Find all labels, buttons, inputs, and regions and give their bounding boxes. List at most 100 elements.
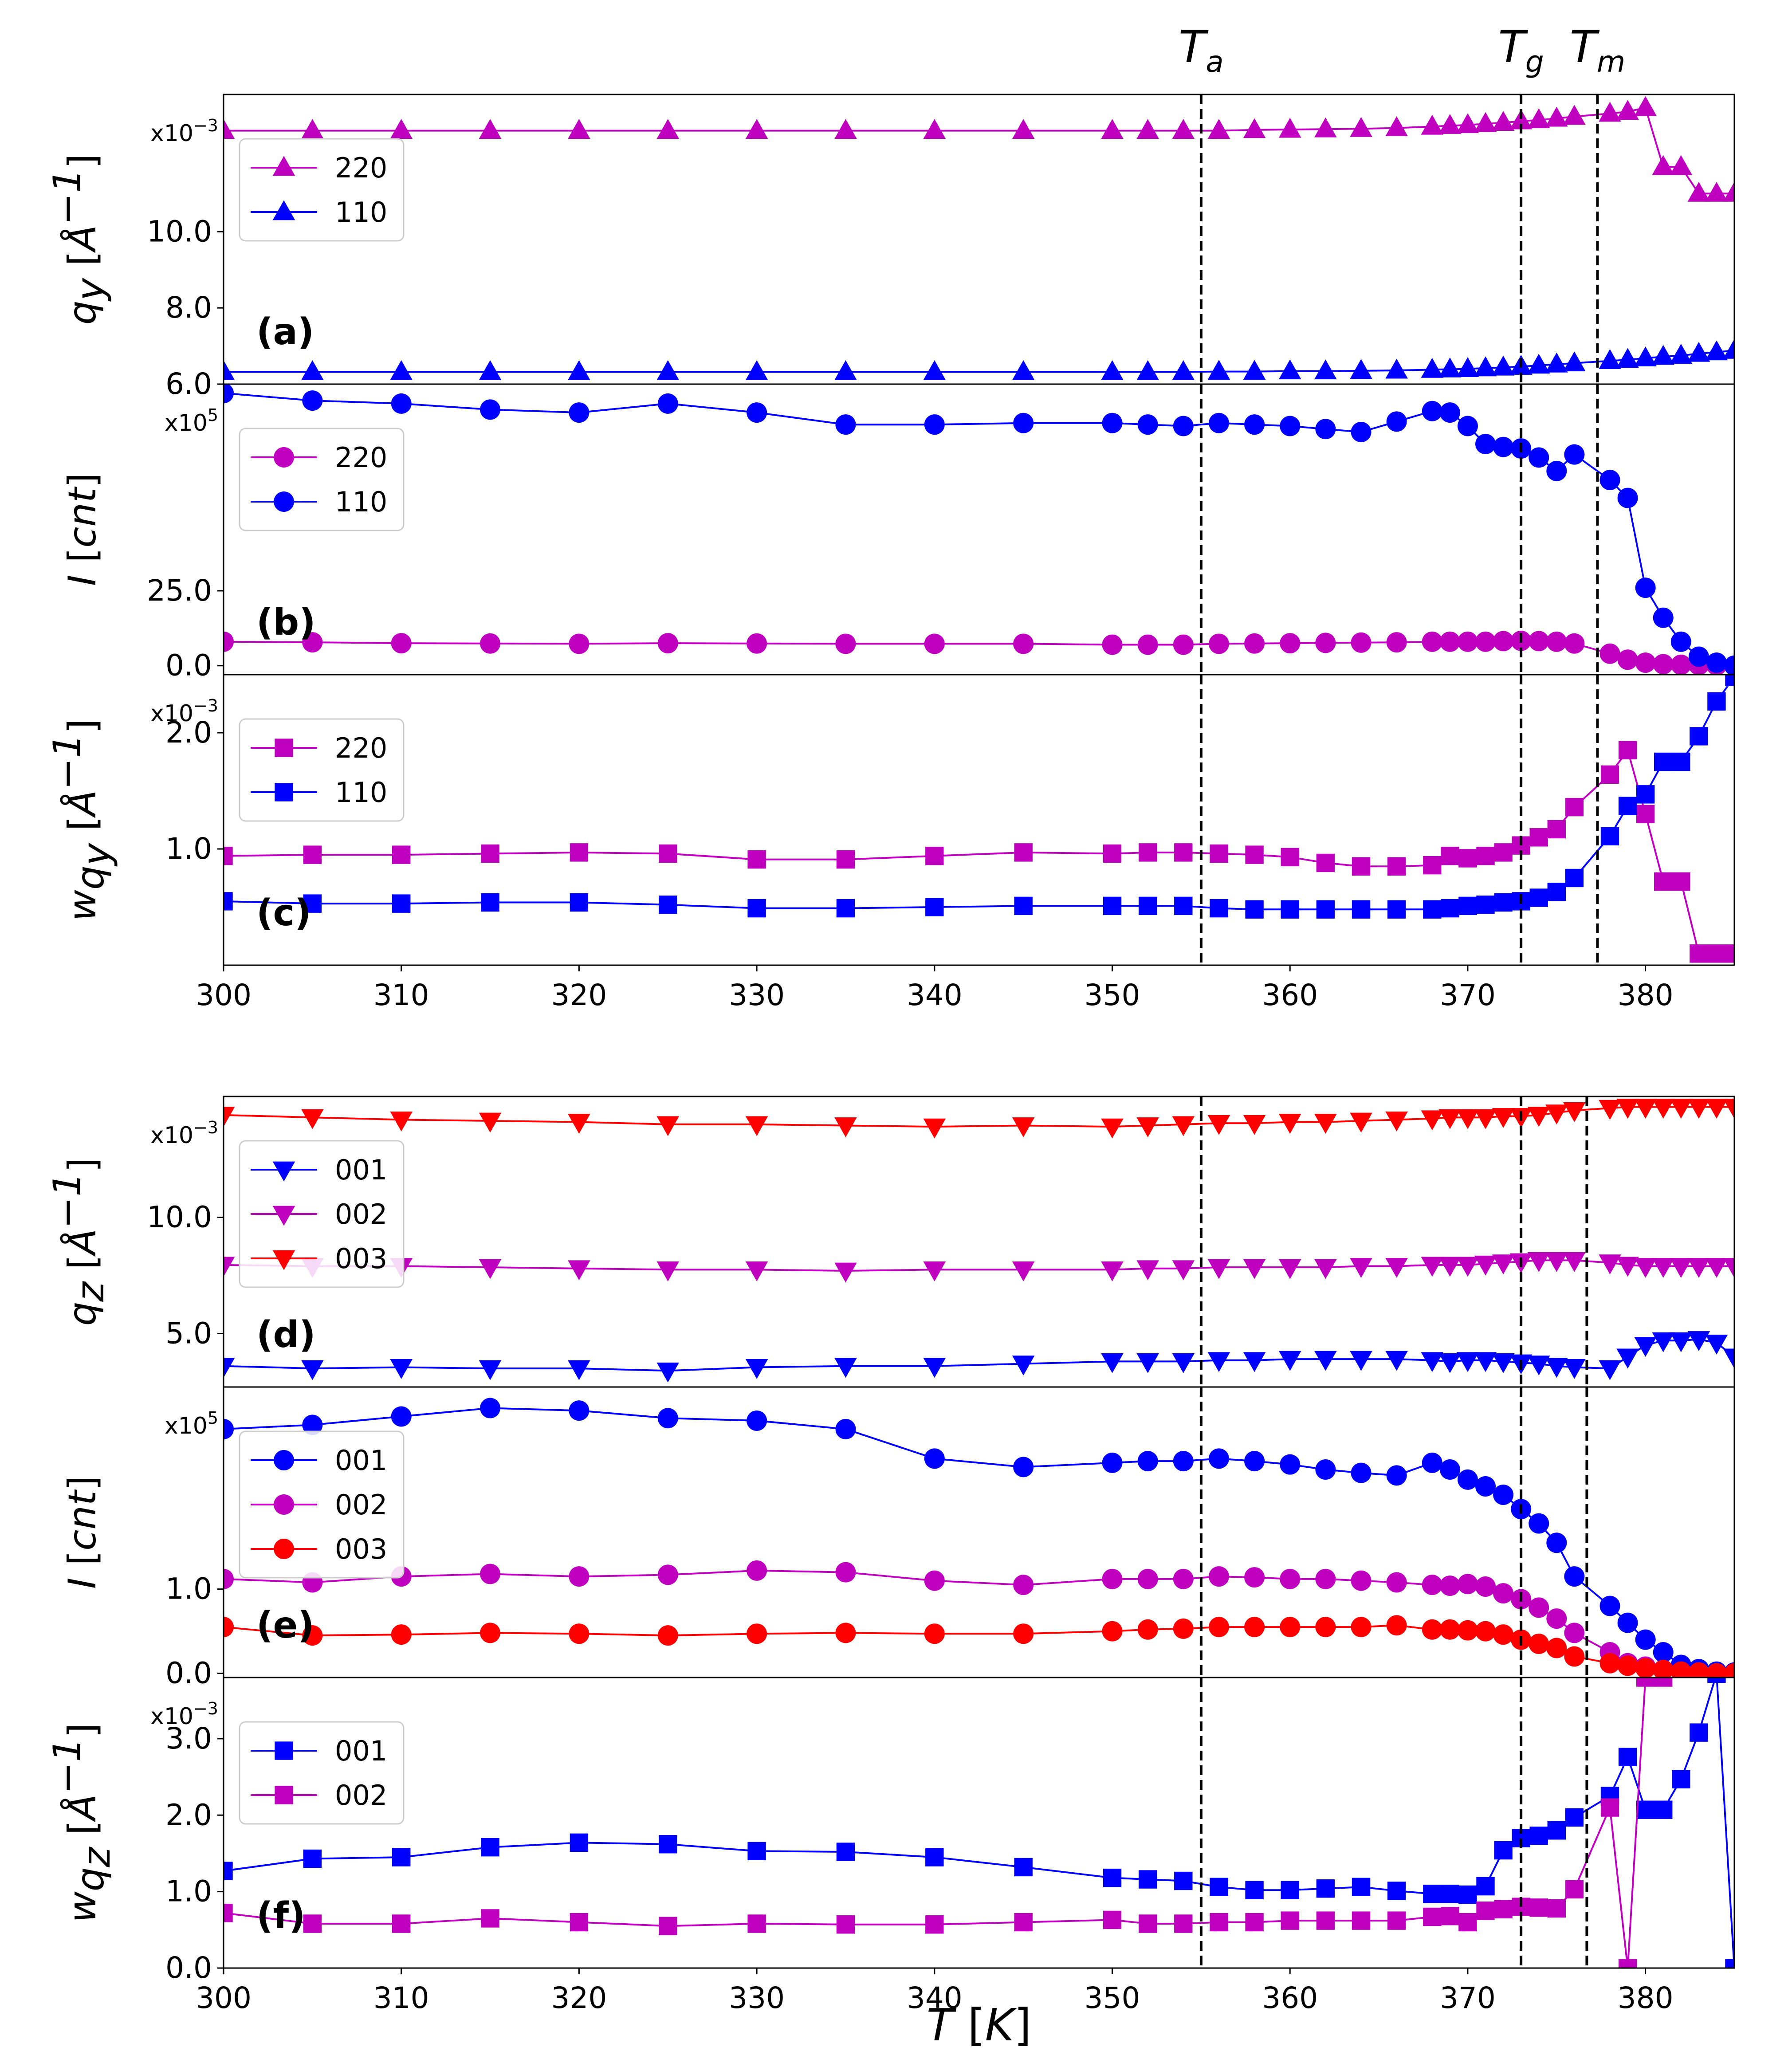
legend-entry: 002 (335, 1489, 387, 1521)
data-point-f-002 (570, 1913, 589, 1932)
data-point-d-001 (1652, 1332, 1675, 1352)
data-point-f-001 (481, 1838, 499, 1857)
y-tick-label: 1.0 (165, 1572, 212, 1606)
data-point-a-110 (1438, 358, 1462, 377)
data-point-b-220 (1475, 631, 1496, 652)
data-point-e-001 (1617, 1612, 1638, 1633)
data-point-d-001 (1670, 1332, 1693, 1352)
data-point-e-001 (747, 1410, 767, 1431)
data-point-f-002 (836, 1915, 855, 1934)
data-point-e-003 (1244, 1617, 1265, 1638)
legend-marker (275, 783, 293, 802)
data-point-b-110 (1493, 436, 1514, 457)
data-point-a-110 (1652, 345, 1675, 365)
data-point-f-002 (1458, 1913, 1477, 1932)
data-point-e-001 (302, 1414, 323, 1435)
data-point-e-003 (1422, 1619, 1442, 1640)
data-point-e-002 (1546, 1608, 1567, 1629)
data-point-d-001 (656, 1362, 680, 1383)
y-tick-label: 10.0 (147, 214, 212, 248)
data-point-a-220 (1314, 117, 1337, 138)
transition-labels: Ta Tg Tm (1179, 21, 1625, 79)
data-point-d-003 (1492, 1108, 1515, 1128)
data-point-a-110 (1207, 360, 1230, 380)
data-point-e-003 (1564, 1646, 1585, 1667)
data-point-e-003 (1493, 1624, 1514, 1645)
data-point-d-002 (1421, 1257, 1444, 1277)
data-point-e-003 (1706, 1663, 1727, 1678)
data-point-f-002 (1387, 1911, 1406, 1930)
x-tick-label: 300 (196, 978, 252, 1012)
y-multiplier: x105 (165, 1408, 218, 1439)
data-point-b-220 (657, 633, 678, 654)
data-point-a-220 (1599, 102, 1621, 122)
data-point-f-001 (1423, 1885, 1442, 1903)
data-point-e-003 (1457, 1620, 1478, 1641)
data-point-e-001 (1635, 1629, 1656, 1650)
y-multiplier: x10−3 (150, 1118, 218, 1149)
data-point-f-001 (1352, 1878, 1371, 1896)
y-axis-label-a: qy [Å−1] (45, 154, 113, 325)
data-point-b-220 (391, 633, 412, 654)
data-point-f-001 (1245, 1881, 1264, 1899)
y-tick-label: 10.0 (147, 1200, 212, 1234)
data-point-e-001 (480, 1398, 501, 1418)
data-point-e-001 (224, 1418, 234, 1439)
data-point-a-110 (656, 360, 680, 380)
data-point-e-003 (1617, 1655, 1638, 1676)
data-point-e-002 (1422, 1575, 1442, 1595)
y-tick-label: 1.0 (165, 1874, 212, 1909)
data-point-d-002 (1012, 1261, 1035, 1281)
plot-area-e (224, 1398, 1734, 1678)
data-point-e-002 (1315, 1568, 1336, 1589)
data-point-b-220 (1457, 631, 1478, 652)
y-axis-label-b: I [cnt] (60, 473, 105, 586)
data-point-f-002 (1210, 1913, 1228, 1932)
data-point-d-003 (834, 1117, 857, 1137)
data-point-a-110 (1634, 346, 1657, 366)
data-point-f-001 (224, 1862, 233, 1880)
y-axis-label-c: wqy [Å−1] (45, 719, 119, 921)
legend-marker (272, 1161, 295, 1182)
data-point-d-003 (1705, 1099, 1728, 1119)
data-point-d-001 (1101, 1353, 1124, 1373)
data-point-d-001 (1278, 1351, 1301, 1371)
data-point-f-002 (1281, 1911, 1299, 1930)
data-point-c-220 (392, 845, 411, 864)
legend-entry: 001 (335, 1154, 387, 1186)
data-point-c-220 (1707, 944, 1726, 963)
y-multiplier: x10−3 (150, 1699, 218, 1730)
data-point-f-002 (1636, 1678, 1655, 1687)
panel-label-d: (d) (256, 1314, 316, 1356)
data-point-a-110 (224, 360, 235, 380)
data-point-d-002 (923, 1261, 946, 1281)
y-axis-label-f: wqz [Å−1] (45, 1723, 119, 1922)
data-point-d-002 (224, 1257, 235, 1277)
data-point-d-001 (1243, 1352, 1266, 1372)
data-point-e-003 (1102, 1621, 1123, 1642)
data-point-f-002 (1316, 1911, 1335, 1930)
panel-frame-f (223, 1677, 1735, 1969)
data-point-f-001 (570, 1833, 589, 1852)
data-point-c-220 (1423, 856, 1442, 875)
data-point-a-220 (1172, 119, 1195, 139)
data-point-e-002 (1173, 1568, 1194, 1589)
data-point-a-220 (1563, 105, 1586, 125)
legend-entry: 001 (335, 1444, 387, 1477)
data-point-e-003 (391, 1624, 412, 1645)
data-point-c-220 (1529, 828, 1548, 847)
data-point-c-110 (1103, 896, 1122, 915)
data-point-d-003 (1723, 1099, 1734, 1119)
data-point-c-220 (1547, 820, 1566, 839)
data-point-c-220 (1210, 844, 1228, 863)
data-point-e-002 (1439, 1576, 1460, 1596)
data-point-d-001 (568, 1360, 590, 1380)
data-point-b-220 (1653, 654, 1674, 675)
data-point-b-110 (302, 390, 323, 411)
data-point-f-001 (1529, 1827, 1548, 1845)
data-point-e-001 (391, 1406, 412, 1427)
data-point-d-001 (1492, 1353, 1515, 1373)
series-e-003 (224, 1615, 1734, 1678)
x-tick-label: 360 (1262, 1981, 1318, 2015)
data-point-b-110 (1653, 607, 1674, 628)
